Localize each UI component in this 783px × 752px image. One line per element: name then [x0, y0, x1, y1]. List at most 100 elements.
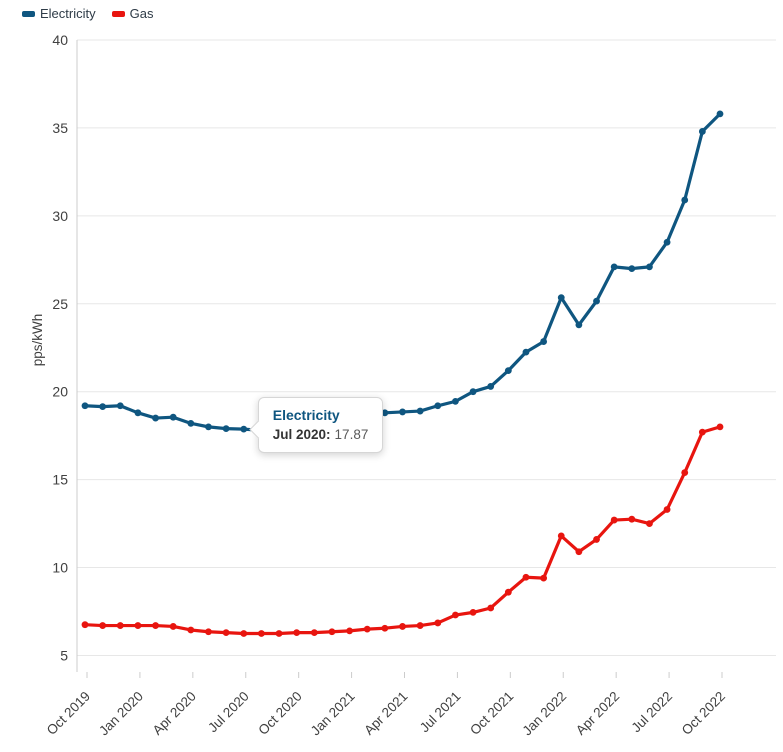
x-tick-label: Oct 2021 — [467, 689, 516, 738]
electricity-data-point[interactable] — [610, 263, 618, 271]
gas-data-point[interactable] — [575, 548, 583, 556]
tooltip-body: Jul 2020: 17.87 — [273, 427, 369, 442]
gas-data-point[interactable] — [716, 423, 724, 431]
gas-data-point[interactable] — [257, 630, 265, 637]
gas-data-point[interactable] — [116, 622, 124, 629]
x-tick-label: Apr 2021 — [361, 689, 410, 738]
gas-data-point[interactable] — [205, 628, 212, 636]
gas-data-point[interactable] — [328, 628, 336, 636]
gas-data-point[interactable] — [240, 630, 248, 637]
electricity-data-point[interactable] — [593, 297, 600, 305]
electricity-line — [83, 112, 722, 432]
gas-data-point[interactable] — [593, 536, 600, 543]
gas-data-point[interactable] — [698, 428, 706, 436]
electricity-data-point[interactable] — [381, 409, 389, 417]
electricity-data-point[interactable] — [681, 196, 689, 204]
electricity-data-point[interactable] — [399, 408, 406, 416]
tooltip-series-name: Electricity — [272, 407, 340, 424]
electricity-data-point[interactable] — [416, 407, 424, 415]
electricity-data-point[interactable] — [716, 110, 724, 118]
gas-data-point[interactable] — [134, 622, 142, 629]
gas-data-point[interactable] — [557, 532, 565, 540]
gas-data-point[interactable] — [99, 622, 107, 629]
chart-tooltip: Electricity Jul 2020: 17.87 — [249, 397, 384, 454]
x-tick-label: Jan 2021 — [308, 689, 358, 739]
electricity-data-point[interactable] — [152, 414, 159, 422]
gas-data-point[interactable] — [504, 588, 512, 596]
gas-data-point[interactable] — [540, 574, 548, 582]
gas-data-point[interactable] — [522, 573, 530, 581]
electricity-data-point[interactable] — [504, 367, 512, 374]
electricity-data-point[interactable] — [434, 402, 442, 410]
electricity-data-point[interactable] — [557, 294, 565, 302]
tooltip-value: 17.87 — [334, 427, 369, 443]
gas-data-point[interactable] — [487, 604, 495, 612]
electricity-data-point[interactable] — [205, 423, 212, 431]
electricity-data-point[interactable] — [540, 338, 548, 345]
y-tick-label: 20 — [52, 384, 68, 400]
electricity-data-point[interactable] — [663, 238, 671, 246]
gas-data-point[interactable] — [452, 611, 459, 619]
x-tick-label: Jul 2021 — [417, 689, 464, 736]
gas-data-point[interactable] — [663, 506, 671, 513]
x-tick-label: Apr 2020 — [150, 689, 199, 738]
electricity-data-point[interactable] — [487, 383, 495, 390]
gas-data-point[interactable] — [346, 627, 353, 635]
gas-data-point[interactable] — [399, 623, 406, 630]
y-axis-title: pps/kWh — [30, 314, 45, 367]
electricity-data-point[interactable] — [522, 348, 530, 356]
chart-legend: Electricity Gas — [22, 6, 153, 21]
gas-data-point[interactable] — [363, 625, 371, 633]
x-tick-label: Jul 2020 — [205, 689, 252, 736]
electricity-data-point[interactable] — [99, 403, 107, 411]
gas-data-point[interactable] — [187, 626, 195, 634]
x-tick-label: Jan 2020 — [96, 689, 146, 739]
legend-swatch-icon — [22, 10, 35, 17]
x-tick-label: Oct 2019 — [44, 689, 93, 738]
electricity-data-point[interactable] — [187, 419, 195, 427]
gas-data-point[interactable] — [628, 515, 636, 523]
legend-label: Gas — [129, 6, 154, 21]
x-tick-label: Oct 2022 — [679, 689, 728, 738]
y-tick-label: 35 — [52, 120, 68, 136]
electricity-data-point[interactable] — [452, 397, 459, 405]
gas-data-point[interactable] — [222, 629, 230, 637]
x-tick-label: Jan 2022 — [519, 689, 569, 739]
electricity-data-point[interactable] — [698, 128, 706, 135]
electricity-data-point[interactable] — [469, 388, 477, 396]
gas-data-point[interactable] — [416, 622, 424, 629]
gas-data-point[interactable] — [81, 621, 89, 629]
gas-data-point[interactable] — [310, 629, 318, 637]
tooltip-x-label: Jul 2020: — [272, 427, 331, 443]
legend-item-electricity[interactable]: Electricity — [22, 6, 96, 21]
gas-data-point[interactable] — [646, 520, 653, 527]
legend-label: Electricity — [40, 6, 96, 21]
gas-data-point[interactable] — [275, 630, 283, 637]
gas-data-point[interactable] — [152, 622, 159, 629]
x-tick-label: Jul 2022 — [629, 689, 676, 736]
electricity-data-point[interactable] — [81, 402, 89, 410]
legend-swatch-icon — [111, 10, 125, 17]
gas-data-point[interactable] — [434, 619, 442, 627]
y-tick-label: 15 — [52, 472, 68, 488]
gas-data-point[interactable] — [469, 608, 477, 616]
gas-data-point[interactable] — [381, 624, 389, 632]
legend-item-gas[interactable]: Gas — [111, 6, 154, 21]
gas-data-point[interactable] — [169, 623, 177, 630]
electricity-data-point[interactable] — [222, 425, 230, 433]
electricity-data-point[interactable] — [134, 409, 142, 417]
gas-data-point[interactable] — [610, 516, 618, 524]
y-tick-label: 5 — [60, 647, 68, 663]
x-tick-label: Apr 2022 — [573, 689, 622, 738]
electricity-data-point[interactable] — [169, 413, 177, 421]
electricity-data-point[interactable] — [575, 321, 583, 329]
y-tick-label: 40 — [52, 32, 68, 48]
electricity-data-point[interactable] — [240, 425, 248, 433]
electricity-data-point[interactable] — [646, 263, 653, 271]
y-tick-label: 30 — [52, 208, 68, 224]
gas-data-point[interactable] — [293, 629, 301, 637]
gas-data-point[interactable] — [681, 469, 689, 476]
electricity-data-point[interactable] — [628, 265, 636, 273]
electricity-data-point[interactable] — [116, 402, 124, 410]
